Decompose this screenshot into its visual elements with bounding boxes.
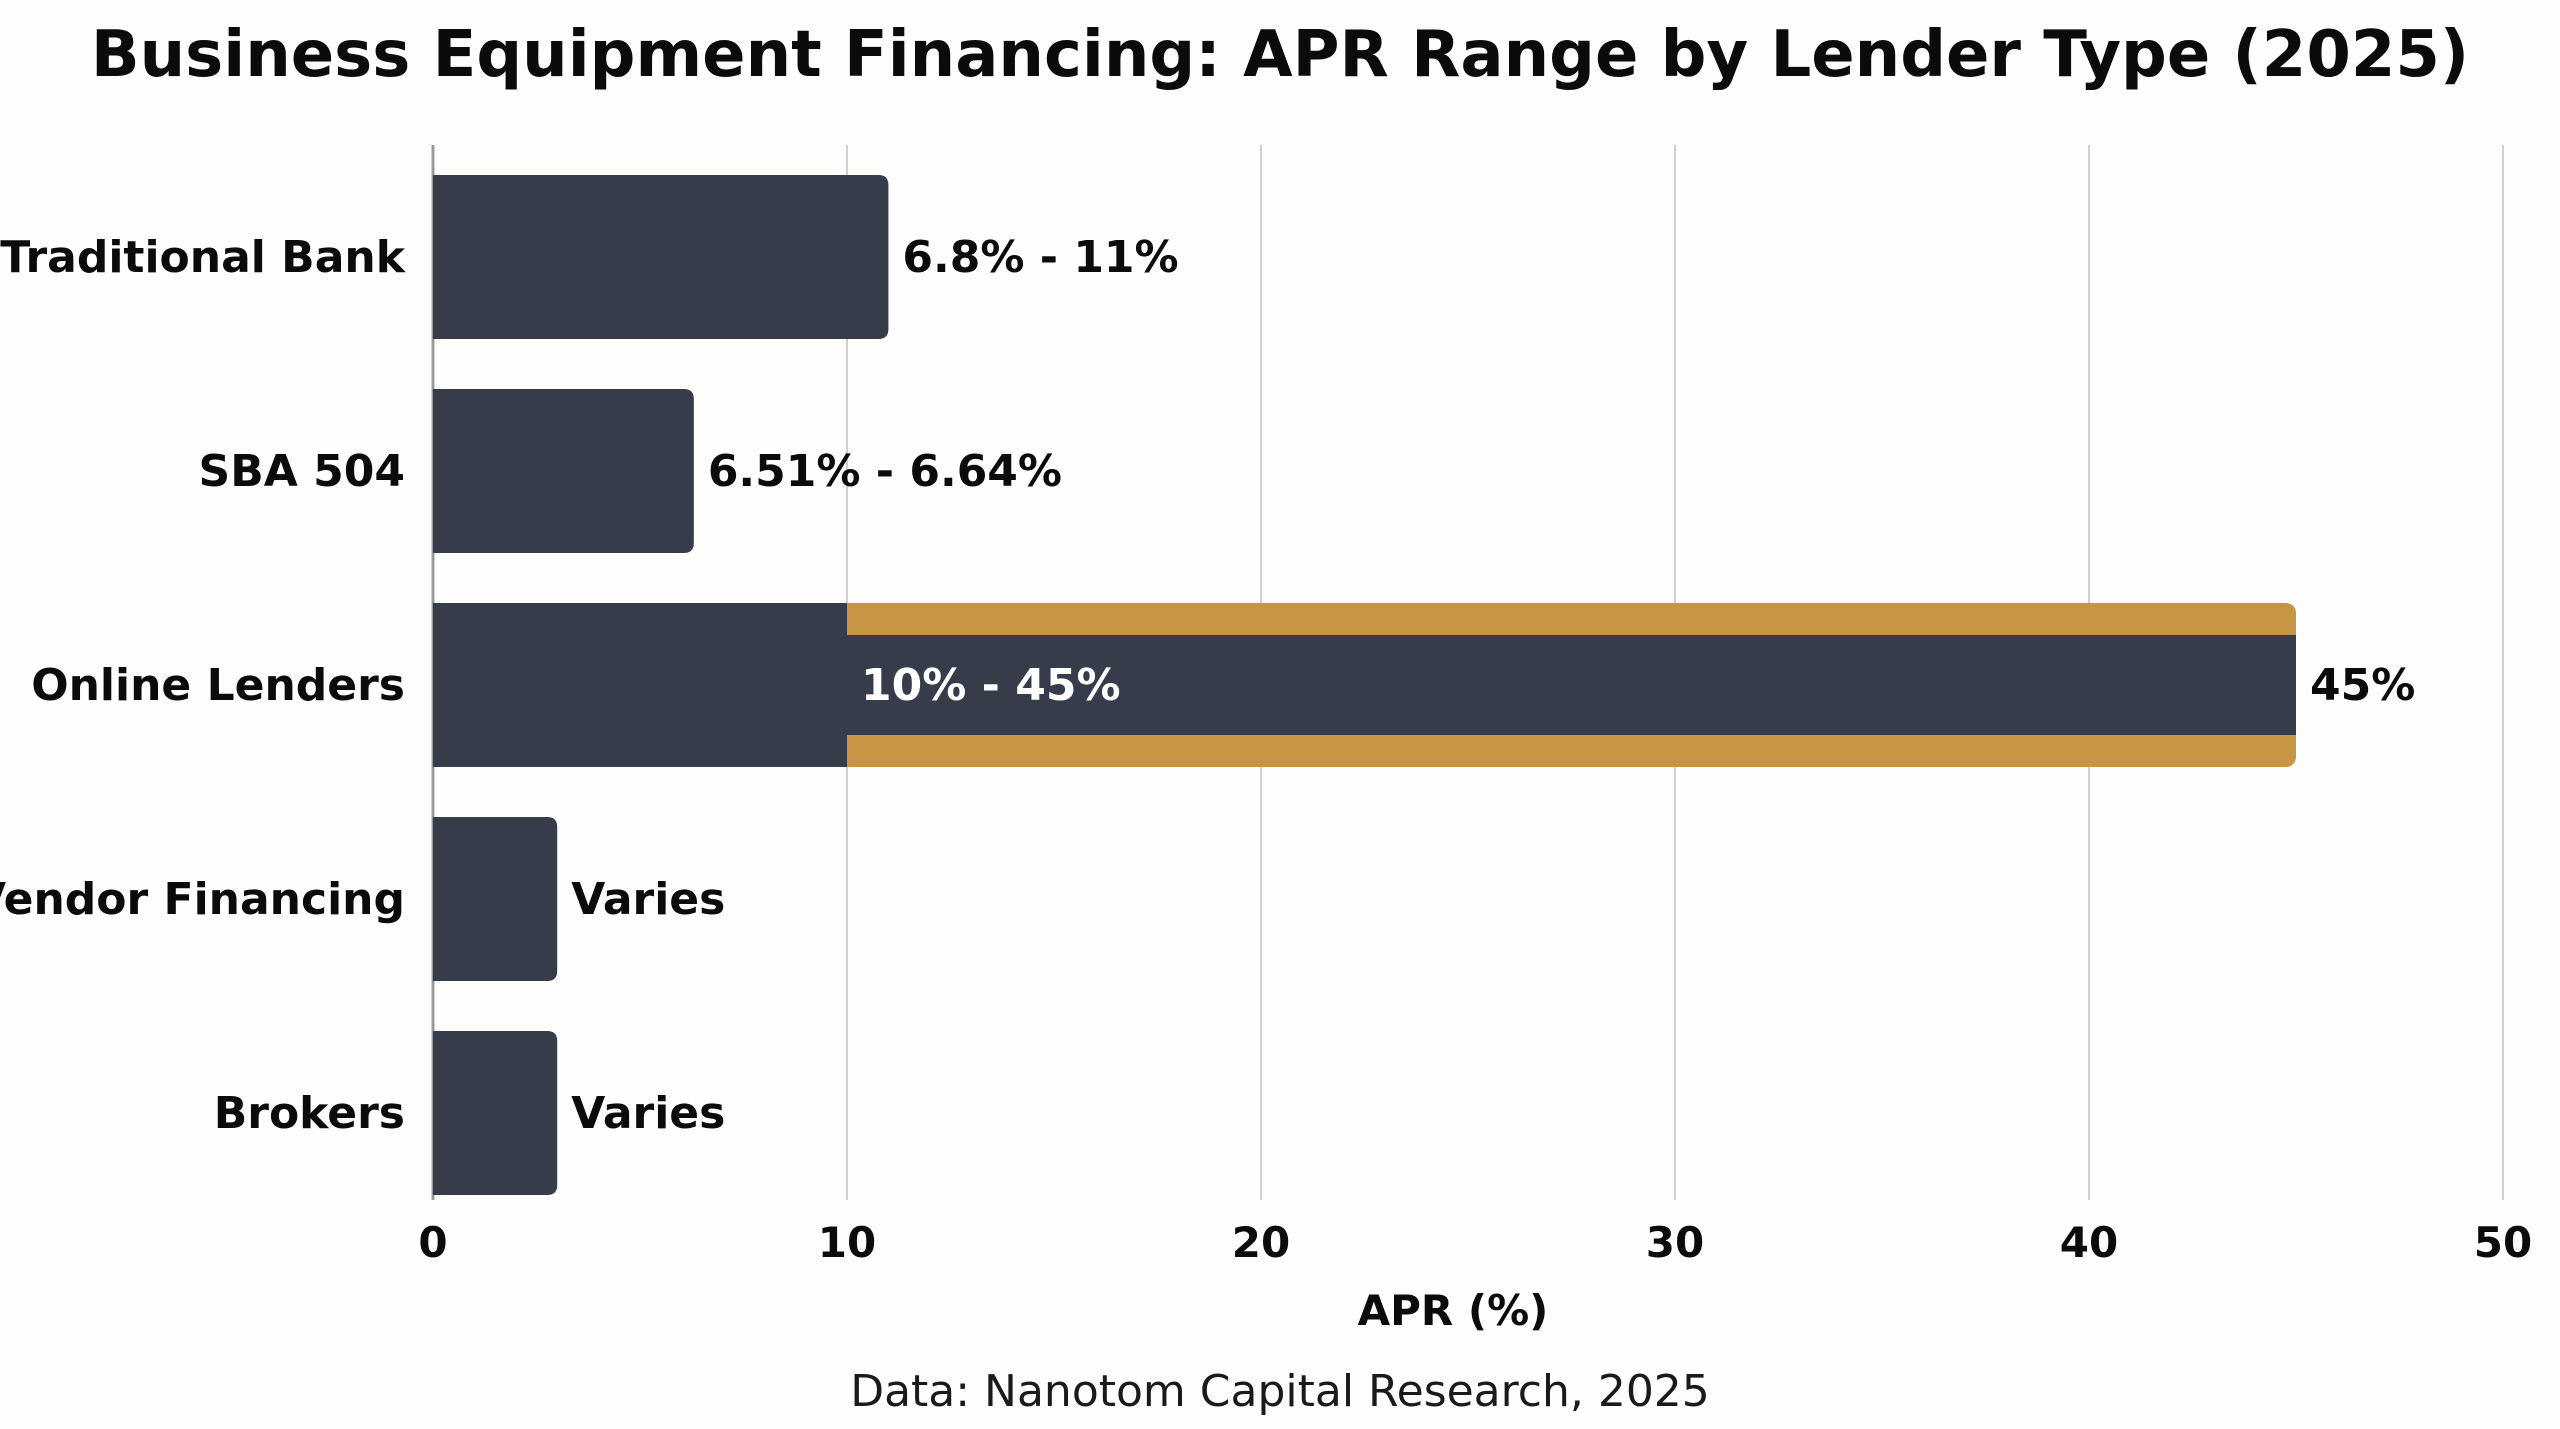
bar-brokers: [433, 1031, 558, 1195]
category-label: Brokers: [214, 1088, 405, 1139]
category-label: Vendor Financing: [0, 874, 405, 925]
category-label: Traditional Bank: [0, 232, 406, 283]
data-label: 6.8% - 11%: [902, 232, 1178, 283]
bar-vendor-financing: [433, 817, 558, 981]
x-tick-label: 20: [1232, 1218, 1290, 1267]
x-tick-label: 40: [2060, 1218, 2118, 1267]
range-inner-band: [847, 635, 2296, 735]
x-axis-title: APR (%): [1358, 1286, 1549, 1335]
category-label: Online Lenders: [31, 660, 405, 711]
source-note: Data: Nanotom Capital Research, 2025: [850, 1366, 1710, 1417]
bars: [433, 175, 2296, 1195]
bar-sba-504: [433, 389, 694, 553]
end-label: 45%: [2310, 660, 2415, 711]
category-label: SBA 504: [199, 446, 405, 497]
chart-title: Business Equipment Financing: APR Range …: [91, 18, 2469, 92]
bar-traditional-bank: [433, 175, 889, 339]
labels: 0 10 20 30 40 50 Traditional Bank 6.8% - 11% SBA…: [0, 232, 2532, 1267]
data-label: Varies: [571, 1088, 725, 1139]
x-tick-label: 10: [818, 1218, 876, 1267]
data-label: Varies: [571, 874, 725, 925]
bar-online-lenders: [433, 603, 847, 767]
data-label: 10% - 45%: [861, 660, 1121, 711]
x-tick-label: 0: [418, 1218, 447, 1267]
x-tick-label: 30: [1646, 1218, 1704, 1267]
x-tick-label: 50: [2474, 1218, 2532, 1267]
data-label: 6.51% - 6.64%: [708, 446, 1062, 497]
